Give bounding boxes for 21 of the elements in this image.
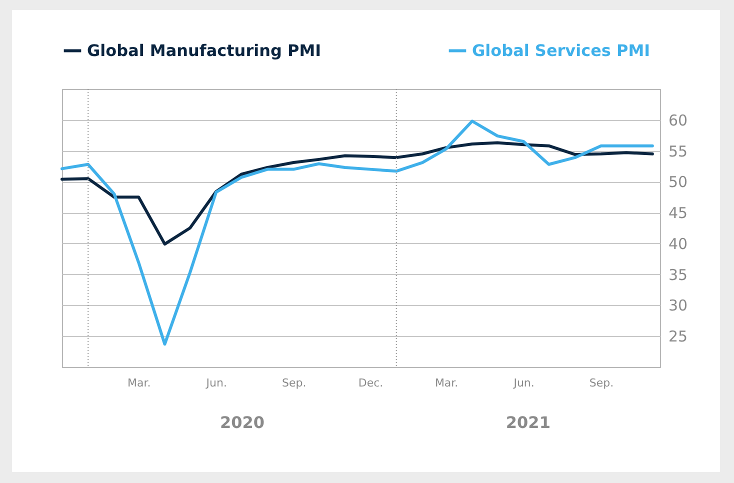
y-tick-label: 45 xyxy=(668,204,688,222)
x-tick-label: Sep. xyxy=(282,376,306,390)
y-tick-label: 40 xyxy=(668,234,688,253)
x-tick-label: Sep. xyxy=(589,376,614,390)
text: 2021 xyxy=(506,413,550,432)
y-tick-label: 30 xyxy=(668,296,688,315)
x-tick-label: Dec. xyxy=(358,376,384,390)
line-series xyxy=(60,141,654,246)
line-series xyxy=(60,120,654,346)
x-tick-label: Mar. xyxy=(128,376,151,390)
y-tick-label: 50 xyxy=(668,173,688,192)
y-tick-label: 55 xyxy=(668,142,688,160)
x-tick-label: Mar. xyxy=(434,376,458,390)
y-tick-label: 25 xyxy=(668,328,688,346)
text: 2020 xyxy=(220,413,265,432)
y-tick-label: 35 xyxy=(668,266,688,284)
x-tick-label: Jun. xyxy=(512,376,534,390)
legend-label: Global Services PMI xyxy=(472,40,650,60)
x-tick-label: Jun. xyxy=(205,376,227,390)
y-tick-label: 60 xyxy=(668,111,688,130)
legend-label: Global Manufacturing PMI xyxy=(87,40,322,60)
